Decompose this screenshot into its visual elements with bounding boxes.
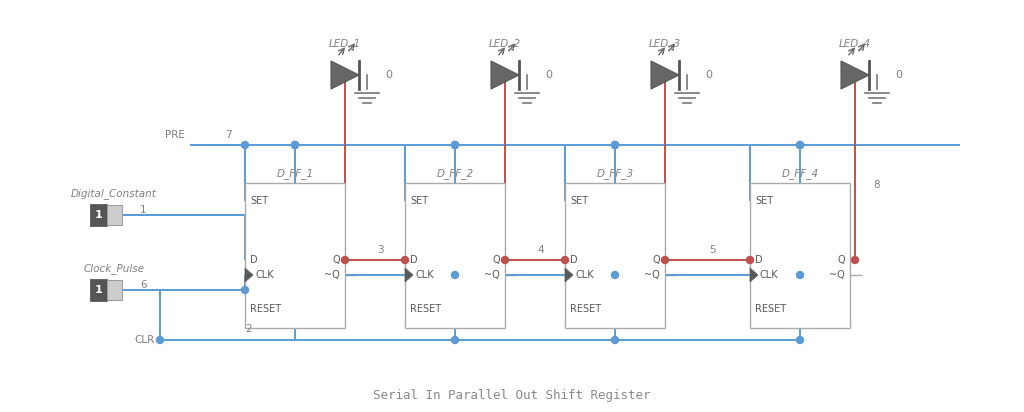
Circle shape <box>452 272 459 279</box>
Text: D_FF_3: D_FF_3 <box>596 168 634 178</box>
Polygon shape <box>490 61 519 89</box>
Text: D_FF_1: D_FF_1 <box>276 168 313 178</box>
Text: Clock_Pulse: Clock_Pulse <box>83 263 144 274</box>
Text: Digital_Constant: Digital_Constant <box>71 188 157 199</box>
Text: Q: Q <box>838 255 845 265</box>
Bar <box>90 204 106 226</box>
Text: RESET: RESET <box>755 304 786 314</box>
Circle shape <box>452 141 459 148</box>
Circle shape <box>341 257 348 264</box>
Bar <box>750 183 850 328</box>
Polygon shape <box>245 268 253 282</box>
Circle shape <box>797 141 804 148</box>
Text: Q: Q <box>333 255 340 265</box>
Circle shape <box>561 257 568 264</box>
Text: CLK: CLK <box>760 270 778 280</box>
Text: 7: 7 <box>225 130 231 140</box>
Text: 5: 5 <box>710 245 716 255</box>
Circle shape <box>452 337 459 344</box>
Text: 8: 8 <box>873 180 880 190</box>
Text: 0: 0 <box>895 70 902 80</box>
Text: CLK: CLK <box>415 270 433 280</box>
Text: D: D <box>755 255 763 265</box>
Circle shape <box>157 337 164 344</box>
Bar <box>406 183 505 328</box>
Text: RESET: RESET <box>410 304 441 314</box>
Text: 3: 3 <box>377 245 384 255</box>
Text: ~Q: ~Q <box>829 270 845 280</box>
Text: 0: 0 <box>705 70 712 80</box>
Bar <box>245 183 345 328</box>
Text: PRE: PRE <box>165 130 185 140</box>
Circle shape <box>611 141 618 148</box>
Text: ~Q: ~Q <box>325 270 340 280</box>
Text: LED_4: LED_4 <box>839 38 871 49</box>
Text: Q: Q <box>493 255 500 265</box>
Text: 1: 1 <box>140 205 146 215</box>
Polygon shape <box>331 61 359 89</box>
Text: D: D <box>570 255 578 265</box>
Text: SET: SET <box>250 196 268 206</box>
Polygon shape <box>565 268 573 282</box>
Circle shape <box>797 272 804 279</box>
Text: SET: SET <box>410 196 428 206</box>
Bar <box>106 280 122 300</box>
Polygon shape <box>651 61 679 89</box>
Text: 0: 0 <box>545 70 552 80</box>
Circle shape <box>292 141 299 148</box>
Text: ~Q: ~Q <box>484 270 500 280</box>
Bar <box>90 279 106 301</box>
Text: RESET: RESET <box>250 304 282 314</box>
Text: 1: 1 <box>94 285 102 295</box>
Bar <box>565 183 665 328</box>
Text: SET: SET <box>570 196 588 206</box>
Text: SET: SET <box>755 196 773 206</box>
Text: D_FF_2: D_FF_2 <box>436 168 473 178</box>
Text: 4: 4 <box>537 245 544 255</box>
Circle shape <box>852 257 858 264</box>
Text: 2: 2 <box>245 324 252 334</box>
Bar <box>106 205 122 225</box>
Circle shape <box>502 257 509 264</box>
Text: LED_1: LED_1 <box>329 38 361 49</box>
Text: LED_3: LED_3 <box>649 38 681 49</box>
Text: Serial In Parallel Out Shift Register: Serial In Parallel Out Shift Register <box>374 389 650 402</box>
Text: D: D <box>410 255 418 265</box>
Circle shape <box>611 337 618 344</box>
Circle shape <box>797 337 804 344</box>
Circle shape <box>401 257 409 264</box>
Text: Q: Q <box>652 255 660 265</box>
Circle shape <box>797 141 804 148</box>
Text: 1: 1 <box>94 210 102 220</box>
Text: D_FF_4: D_FF_4 <box>781 168 818 178</box>
Text: 0: 0 <box>385 70 392 80</box>
Circle shape <box>611 272 618 279</box>
Text: D: D <box>250 255 258 265</box>
Text: LED_2: LED_2 <box>488 38 521 49</box>
Polygon shape <box>750 268 758 282</box>
Circle shape <box>292 141 299 148</box>
Circle shape <box>242 141 249 148</box>
Text: CLK: CLK <box>255 270 273 280</box>
Circle shape <box>242 286 249 293</box>
Text: 6: 6 <box>140 280 146 290</box>
Text: ~Q: ~Q <box>644 270 660 280</box>
Text: RESET: RESET <box>570 304 601 314</box>
Circle shape <box>746 257 754 264</box>
Text: CLR: CLR <box>135 335 155 345</box>
Circle shape <box>662 257 669 264</box>
Text: CLK: CLK <box>575 270 594 280</box>
Polygon shape <box>406 268 413 282</box>
Polygon shape <box>841 61 869 89</box>
Circle shape <box>452 141 459 148</box>
Circle shape <box>611 141 618 148</box>
